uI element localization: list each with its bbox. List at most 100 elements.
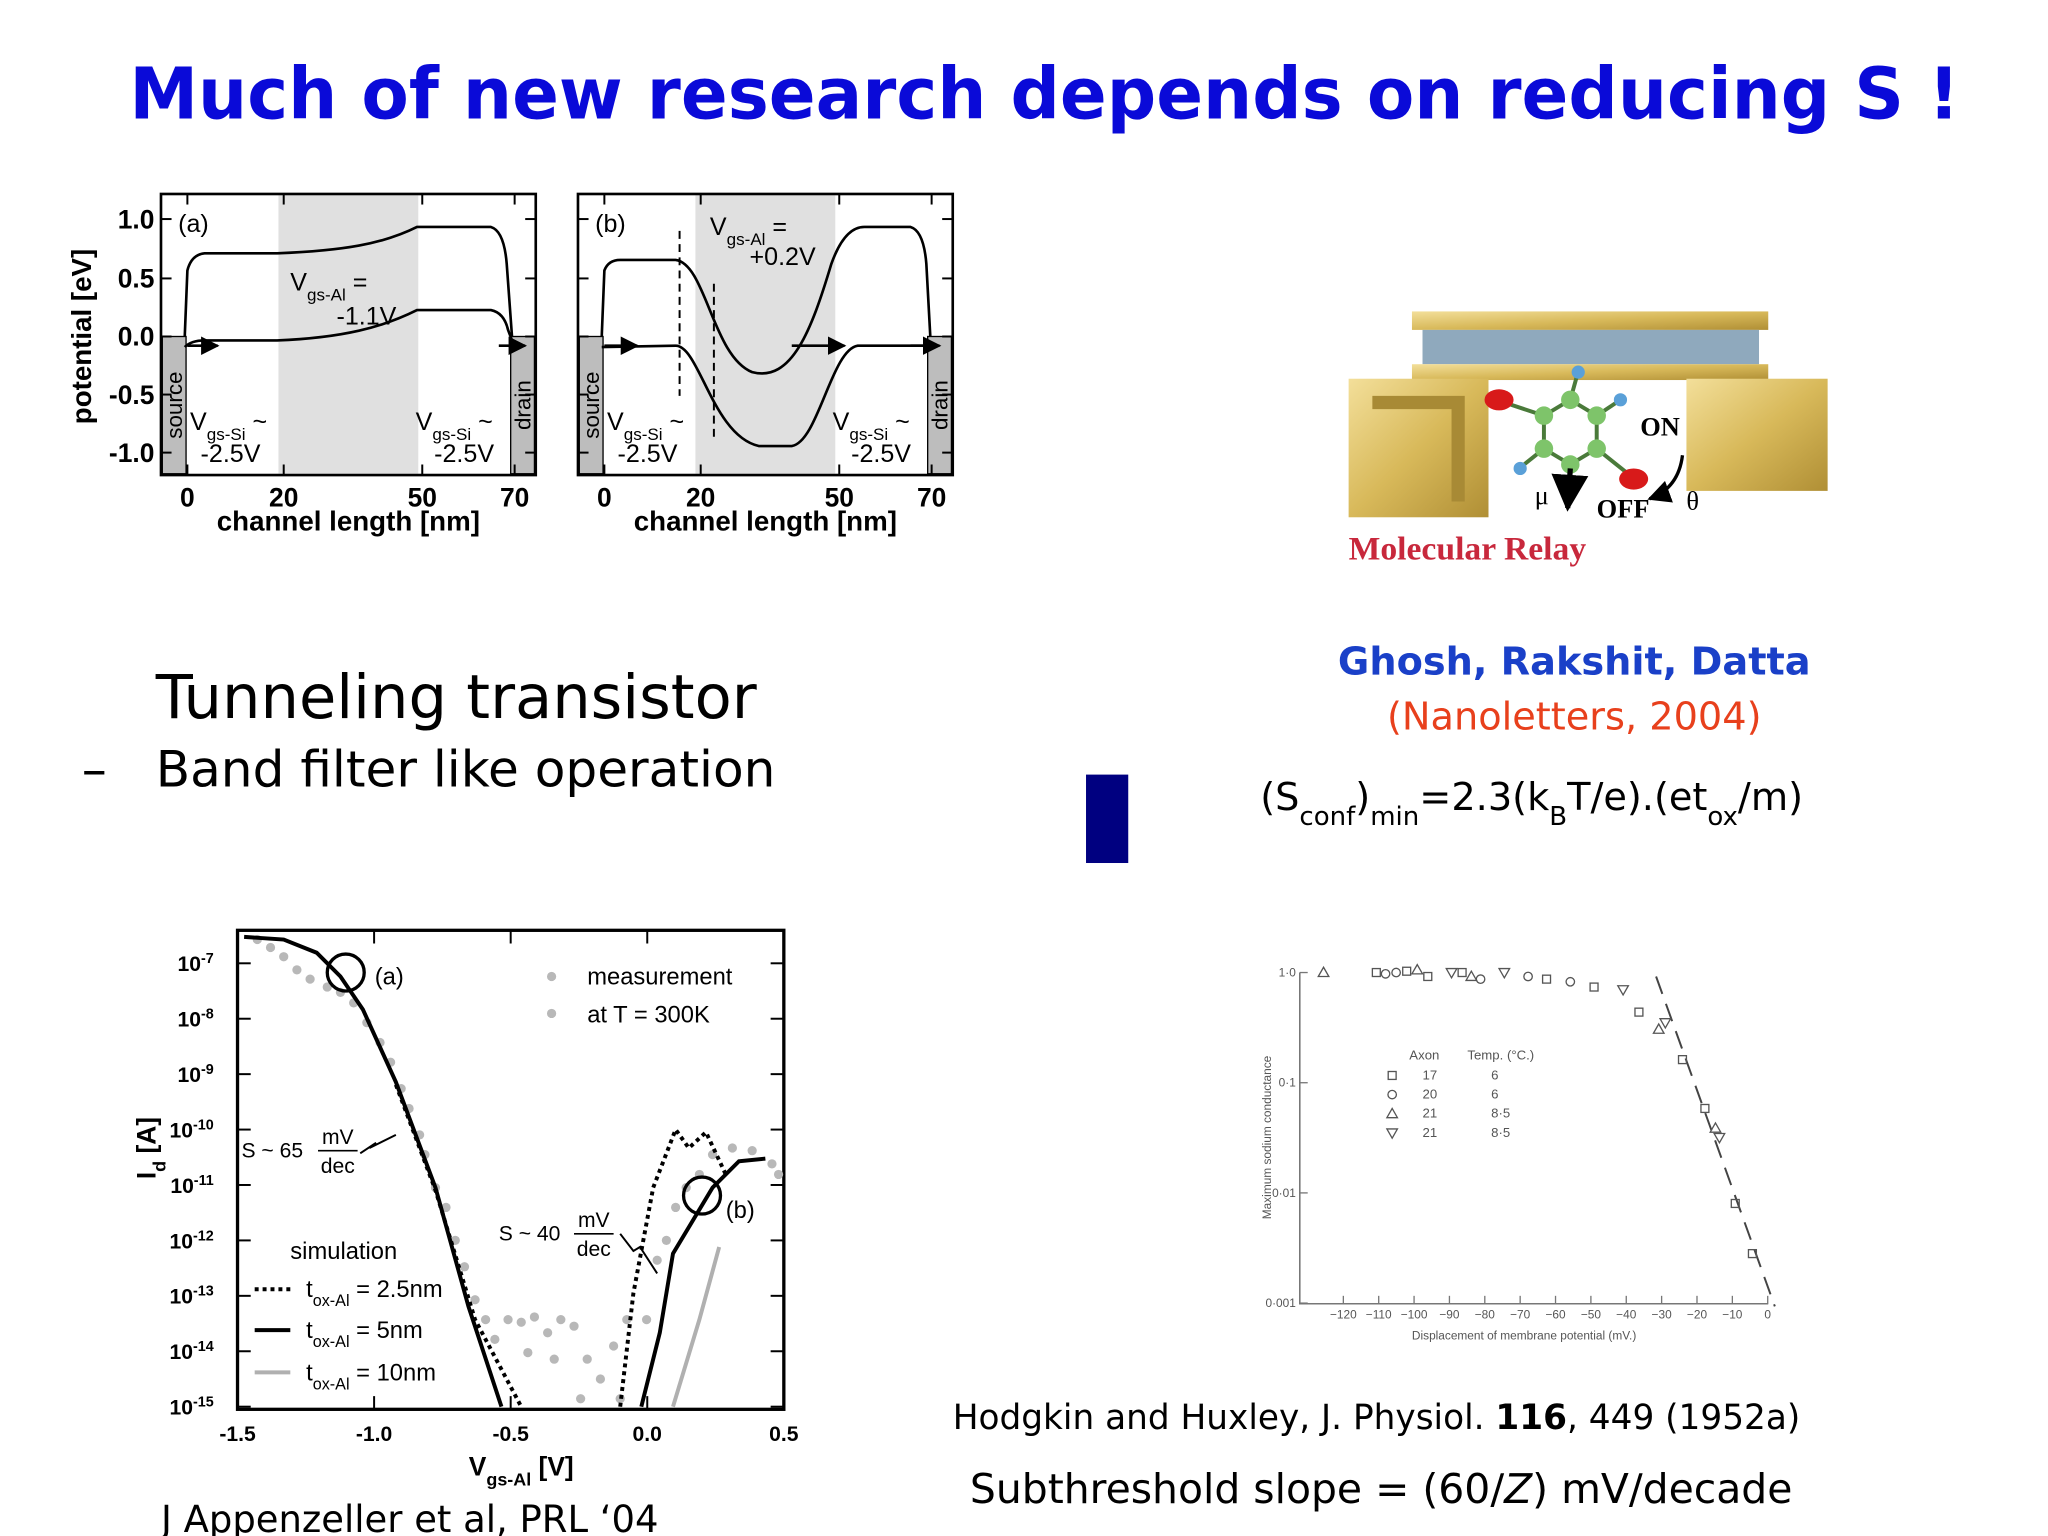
beam-bottom bbox=[1411, 364, 1769, 381]
si-label-right-part: V bbox=[416, 408, 433, 436]
formula: (Sconf)min=2.3(kBT/e).(etox/m) bbox=[1260, 775, 1803, 832]
x-tick-label: -0.5 bbox=[492, 1423, 529, 1446]
table-cell: 20 bbox=[1423, 1087, 1438, 1102]
gate-value: -1.1V bbox=[336, 303, 396, 331]
sim-10nm bbox=[671, 1246, 722, 1408]
y-tick-label-part: 10 bbox=[170, 1230, 193, 1253]
y-tick-label-part: -11 bbox=[194, 1173, 214, 1189]
highlight-circle bbox=[681, 1175, 723, 1216]
gate-value-part: -1.1V bbox=[336, 303, 396, 331]
y-tick-label: 10-8 bbox=[178, 1007, 214, 1032]
x-tick-label-part: −60 bbox=[1545, 1307, 1566, 1321]
measurement-dot bbox=[279, 952, 289, 962]
x-tick-label: −30 bbox=[1652, 1307, 1673, 1321]
x-tick-label-part: 20 bbox=[269, 483, 298, 513]
measurement-dot bbox=[773, 1169, 784, 1180]
si-label-left-part: gs-Si bbox=[624, 425, 663, 444]
y-tick-label-part: -9 bbox=[201, 1062, 214, 1078]
bullet: – bbox=[82, 739, 107, 798]
mu-label-part: μ bbox=[1535, 480, 1549, 510]
legend-label-part: ox-Al bbox=[313, 1375, 350, 1393]
measurement-label: measurement bbox=[587, 963, 733, 990]
y-tick-label-part: 0·001 bbox=[1265, 1296, 1296, 1310]
subthreshold-slope-part: ) mV/decade bbox=[1532, 1465, 1792, 1513]
measurement-dot bbox=[671, 1202, 681, 1213]
x-tick-label-part: −80 bbox=[1475, 1307, 1496, 1321]
y-tick-label: -0.5 bbox=[109, 380, 154, 410]
si-label-right-part: ~ bbox=[471, 408, 493, 436]
table-cell: 8·5 bbox=[1491, 1106, 1510, 1121]
drain-label-part: drain bbox=[927, 380, 952, 430]
y-axis-label: Id [A] bbox=[132, 1117, 170, 1179]
legend-label-part: t bbox=[306, 1317, 313, 1344]
x-tick-label-part: 0 bbox=[597, 483, 612, 513]
table-cell-part: 8·5 bbox=[1491, 1106, 1510, 1121]
relay-caption: Molecular Relay bbox=[1349, 532, 1587, 568]
citation: J Appenzeller et al, PRL ‘04 bbox=[159, 1498, 659, 1536]
measurement-dot bbox=[546, 1008, 557, 1019]
x-tick-label-part: −120 bbox=[1330, 1307, 1357, 1321]
si-label-right: Vgs-Si ~ bbox=[833, 408, 910, 444]
hh-point bbox=[1402, 966, 1412, 976]
panel-tag-part: (a) bbox=[178, 210, 209, 238]
gate-value: +0.2V bbox=[750, 243, 816, 271]
x-tick-label: −40 bbox=[1616, 1307, 1637, 1321]
y-tick-label: 0.5 bbox=[118, 264, 155, 294]
x-axis-label: Vgs-Al [V] bbox=[469, 1451, 574, 1489]
y-tick-label: 0·01 bbox=[1272, 1186, 1296, 1200]
hh-point bbox=[1700, 1103, 1710, 1114]
y-tick-label: 10-9 bbox=[178, 1062, 214, 1087]
y-tick-label-part: 10 bbox=[170, 1286, 193, 1309]
atom-o bbox=[1619, 468, 1649, 490]
table-header-part: Temp. (°C.) bbox=[1467, 1048, 1534, 1063]
x-tick-label-part: -1.0 bbox=[356, 1423, 392, 1446]
measurement-dot bbox=[503, 1314, 513, 1325]
hh-point bbox=[1387, 1089, 1398, 1100]
x-tick-label: 70 bbox=[500, 483, 529, 513]
measurement-dot bbox=[767, 1159, 777, 1169]
y-tick-label-part: -14 bbox=[193, 1339, 214, 1355]
slope-label: S ~ 40 bbox=[499, 1222, 561, 1245]
x-axis-label-part: [V] bbox=[531, 1451, 574, 1481]
y-tick-label: 1·0 bbox=[1279, 965, 1297, 979]
y-tick-label-part: 10 bbox=[170, 1119, 193, 1142]
x-tick-label: −80 bbox=[1475, 1307, 1496, 1321]
panel-tag: (b) bbox=[595, 210, 626, 238]
hh-point bbox=[1634, 1007, 1644, 1017]
y-tick-label-part: 10 bbox=[178, 1064, 201, 1087]
sim-5nm bbox=[639, 1156, 766, 1408]
legend-label: tox-Al = 5nm bbox=[306, 1317, 423, 1351]
slope-label: S ~ 65 bbox=[241, 1139, 303, 1162]
slope-pointer bbox=[359, 1133, 397, 1155]
x-tick-label: -1.0 bbox=[356, 1423, 392, 1446]
y-axis-label: potential [eV] bbox=[66, 249, 97, 424]
tunneling-item: Band filter like operation bbox=[156, 739, 776, 798]
slope-den-part: dec bbox=[577, 1238, 611, 1261]
tunneling-heading-part: Tunneling transistor bbox=[155, 663, 757, 733]
atom bbox=[1561, 455, 1580, 474]
y-tick-label-part: 10 bbox=[178, 953, 201, 976]
x-tick-label: 0 bbox=[1764, 1307, 1771, 1321]
y-axis-label-part: Maximum sodium conductance bbox=[1260, 1055, 1274, 1219]
si-label-left-part: ~ bbox=[246, 408, 268, 436]
slope-num-part: mV bbox=[578, 1209, 610, 1232]
x-tick-label: 50 bbox=[408, 483, 437, 513]
gate-label-part: V bbox=[290, 268, 307, 296]
reference-authors: Ghosh, Rakshit, Datta bbox=[1338, 639, 1811, 684]
on-label-part: ON bbox=[1640, 411, 1680, 441]
x-tick-label-part: −30 bbox=[1652, 1307, 1673, 1321]
si-label-left-part: V bbox=[607, 408, 624, 436]
measurement-dot bbox=[549, 1354, 559, 1364]
source-label-part: source bbox=[579, 371, 604, 438]
rotation-arrow bbox=[1647, 455, 1685, 503]
formula-part: ) bbox=[1355, 775, 1370, 820]
y-tick-label: 0·001 bbox=[1265, 1296, 1296, 1310]
reference-authors-part: Ghosh, Rakshit, Datta bbox=[1338, 639, 1811, 684]
measurement-dot bbox=[490, 1334, 500, 1344]
table-cell-part: 6 bbox=[1491, 1087, 1498, 1102]
x-tick-label: 0 bbox=[597, 483, 612, 513]
x-tick-label: −20 bbox=[1687, 1307, 1708, 1321]
x-tick-label: 0.5 bbox=[769, 1423, 799, 1446]
legend-label-part: t bbox=[306, 1359, 313, 1386]
measurement-dot bbox=[441, 1202, 451, 1213]
